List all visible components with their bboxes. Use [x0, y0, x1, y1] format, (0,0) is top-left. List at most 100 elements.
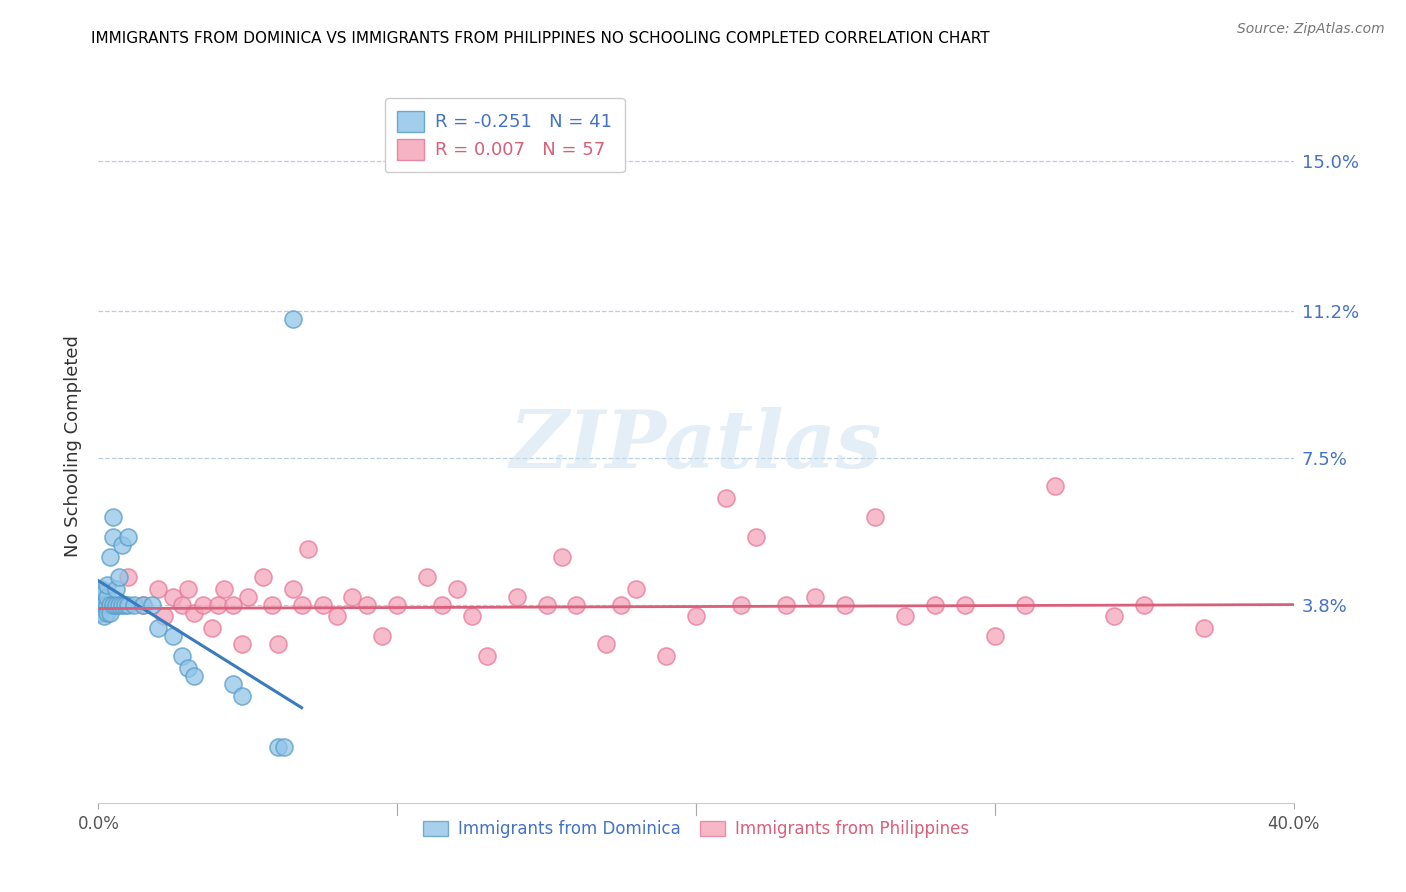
Point [655, 649, 678, 664]
Point [610, 598, 633, 612]
Point [231, 689, 253, 703]
Point [183, 606, 205, 620]
Point [98, 598, 122, 612]
Point [281, 312, 304, 326]
Text: Source: ZipAtlas.com: Source: ZipAtlas.com [1237, 22, 1385, 37]
Point [90, 598, 112, 612]
Point [1192, 621, 1215, 635]
Point [273, 740, 295, 755]
Point [93, 598, 115, 612]
Point [98, 606, 122, 620]
Point [117, 530, 139, 544]
Point [342, 590, 364, 604]
Point [416, 570, 439, 584]
Point [430, 598, 453, 612]
Point [252, 570, 274, 584]
Point [93, 585, 115, 599]
Point [626, 582, 648, 596]
Point [132, 598, 155, 612]
Point [103, 530, 125, 544]
Point [96, 578, 118, 592]
Text: IMMIGRANTS FROM DOMINICA VS IMMIGRANTS FROM PHILIPPINES NO SCHOOLING COMPLETED C: IMMIGRANTS FROM DOMINICA VS IMMIGRANTS F… [91, 31, 990, 46]
Point [326, 609, 349, 624]
Text: ZIPatlas: ZIPatlas [510, 408, 882, 484]
Point [117, 598, 139, 612]
Point [141, 598, 163, 612]
Point [595, 637, 617, 651]
Point [172, 598, 194, 612]
Point [90, 582, 112, 596]
Legend: Immigrants from Dominica, Immigrants from Philippines: Immigrants from Dominica, Immigrants fro… [416, 814, 976, 845]
Point [162, 590, 184, 604]
Point [93, 609, 115, 624]
Point [1104, 609, 1126, 624]
Point [953, 598, 976, 612]
Point [212, 582, 235, 596]
Point [111, 598, 134, 612]
Point [105, 598, 128, 612]
Point [172, 649, 194, 664]
Point [124, 598, 146, 612]
Point [1014, 598, 1036, 612]
Point [114, 598, 136, 612]
Point [148, 582, 170, 596]
Point [236, 590, 259, 604]
Point [267, 637, 290, 651]
Point [281, 582, 304, 596]
Point [108, 570, 131, 584]
Point [714, 491, 737, 505]
Point [685, 609, 707, 624]
Point [98, 549, 122, 564]
Point [103, 510, 125, 524]
Point [1133, 598, 1156, 612]
Point [105, 582, 128, 596]
Point [267, 740, 290, 755]
Point [96, 606, 118, 620]
Point [183, 669, 205, 683]
Point [201, 621, 224, 635]
Point [90, 606, 112, 620]
Point [222, 677, 245, 691]
Point [103, 598, 125, 612]
Point [222, 598, 245, 612]
Point [117, 570, 139, 584]
Point [356, 598, 378, 612]
Point [446, 582, 468, 596]
Point [311, 598, 333, 612]
Point [177, 661, 200, 675]
Point [90, 590, 112, 604]
Point [894, 609, 917, 624]
Point [260, 598, 283, 612]
Point [108, 598, 131, 612]
Point [506, 590, 529, 604]
Point [207, 598, 229, 612]
Point [834, 598, 856, 612]
Point [550, 549, 572, 564]
Point [132, 598, 155, 612]
Point [231, 637, 253, 651]
Point [148, 621, 170, 635]
Point [153, 609, 176, 624]
Point [924, 598, 946, 612]
Point [865, 510, 887, 524]
Y-axis label: No Schooling Completed: No Schooling Completed [63, 335, 82, 557]
Point [745, 530, 768, 544]
Point [191, 598, 214, 612]
Point [475, 649, 498, 664]
Point [96, 598, 118, 612]
Point [775, 598, 797, 612]
Point [291, 598, 314, 612]
Point [984, 629, 1007, 643]
Point [93, 601, 115, 615]
Point [111, 538, 134, 552]
Point [804, 590, 827, 604]
Point [1043, 478, 1066, 492]
Point [536, 598, 558, 612]
Point [730, 598, 752, 612]
Point [565, 598, 588, 612]
Point [371, 629, 394, 643]
Point [177, 582, 200, 596]
Point [162, 629, 184, 643]
Point [297, 542, 319, 557]
Point [96, 590, 118, 604]
